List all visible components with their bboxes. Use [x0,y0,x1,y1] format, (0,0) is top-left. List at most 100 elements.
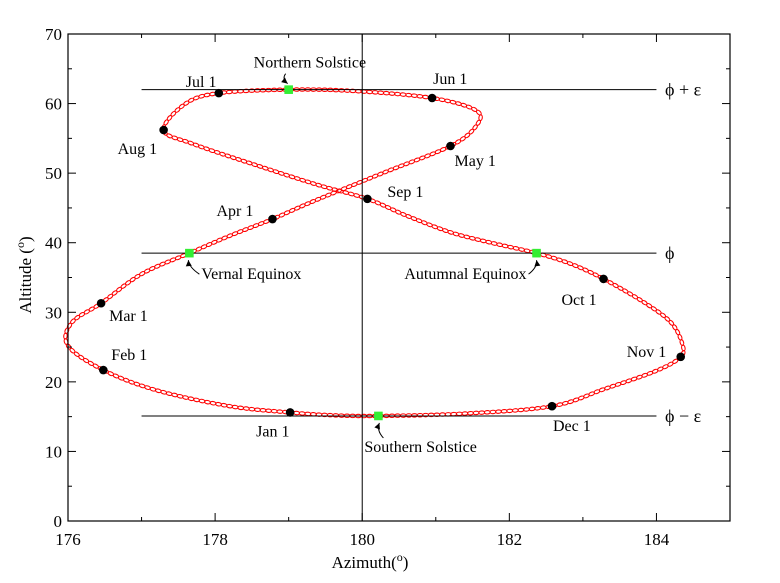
analemma-point [293,410,301,416]
month-label: Feb 1 [111,347,147,364]
month-label: Apr 1 [216,203,253,220]
analemma-point [248,406,256,412]
y-tick-label: 0 [54,512,63,531]
month-label: Aug 1 [118,141,158,158]
y-tick-label: 50 [45,164,62,183]
reference-line-label: ϕ + ε [665,80,702,100]
y-tick-label: 10 [45,442,62,461]
analemma-point [366,89,374,95]
season-arrow [528,260,538,275]
y-tick-label: 40 [45,234,62,253]
y-axis-label: Altitude (o) [13,236,35,313]
analemma-point [523,407,530,412]
month-label: Jun 1 [433,71,467,88]
month-marker [363,194,372,204]
analemma-point [388,91,396,96]
analemma-point [394,91,401,97]
month-label: May 1 [454,153,495,170]
analemma-point [382,90,390,96]
season-arrow-head [185,260,192,267]
month-label: Jan 1 [256,423,289,440]
analemma-point [416,412,424,418]
analemma-point [231,404,239,410]
analemma-point [461,411,469,416]
annotations: Jan 1 Feb 1 Mar 1 Apr 1 May 1 Jun 1 Jul 1 Aug 1… [109,55,666,456]
season-label: Southern Solstice [364,439,476,456]
reference-line-label: ϕ − ε [665,406,702,426]
analemma-point [242,406,250,411]
month-marker [285,408,295,417]
analemma-point [506,408,514,414]
season-label: Autumnal Equinox [404,266,526,283]
month-marker [268,214,277,224]
analemma-point [478,410,486,415]
analemma-point [455,411,463,417]
season-arrow [187,260,200,275]
analemma-point [298,411,306,416]
season-arrow-head [281,77,288,84]
analemma-point [265,408,273,414]
analemma-point [371,90,379,95]
analemma-point [410,413,418,418]
month-marker [214,88,224,98]
analemma-point [220,402,228,408]
x-tick-label: 180 [349,530,375,549]
analemma-point [472,410,480,416]
x-tick-label: 182 [497,530,523,549]
analemma-point [237,405,245,411]
month-marker [99,365,108,375]
month-label: Nov 1 [627,344,667,361]
month-marker [547,401,557,411]
season-label: Vernal Equinox [201,266,301,283]
analemma-point [511,408,519,413]
analemma-point [226,403,234,409]
analemma-point [495,409,502,414]
season-arrow-head [374,422,380,430]
month-label: Mar 1 [109,308,148,325]
season-arrow-head [534,260,541,267]
analemma-point [450,411,458,417]
month-label: Jul 1 [186,74,217,91]
month-label: Sep 1 [387,184,423,201]
analemma-point [225,89,233,95]
month-marker [159,125,168,135]
analemma-point [259,87,267,93]
month-marker [599,274,608,284]
analemma-point [467,410,474,416]
analemma-point [528,406,536,412]
analemma-point [483,410,491,415]
month-marker [96,298,106,308]
analemma-point [231,89,239,94]
month-marker [676,352,686,362]
analemma-point [539,405,547,410]
analemma-point [517,407,525,413]
analemma-point [259,408,267,413]
reference-lines: ϕ + ε ϕ ϕ − ε [141,34,702,521]
month-label: Oct 1 [561,292,596,309]
y-tick-label: 30 [45,303,62,322]
analemma-point [422,94,429,100]
analemma-point [534,406,542,411]
analemma-point [377,90,385,95]
axis-ticks: 176 178 180 182 184 0 10 20 30 40 50 60 70 [45,25,730,549]
season-marker [284,85,293,94]
analemma-point [410,93,418,98]
date-markers [96,85,686,421]
analemma-point [270,408,278,414]
season-label: Northern Solstice [254,55,366,72]
analemma-point [416,94,424,99]
analemma-point [500,408,508,414]
analemma-point [332,413,340,418]
month-marker [446,141,455,151]
analemma-point [399,92,407,97]
x-tick-label: 178 [202,530,228,549]
y-tick-label: 60 [45,95,62,114]
analemma-point [405,92,413,98]
x-tick-label: 184 [644,530,670,549]
analemma-point [489,409,497,415]
analemma-point [338,88,345,93]
reference-line-label: ϕ [665,243,674,263]
analemma-point [254,407,261,413]
season-marker [185,248,194,258]
